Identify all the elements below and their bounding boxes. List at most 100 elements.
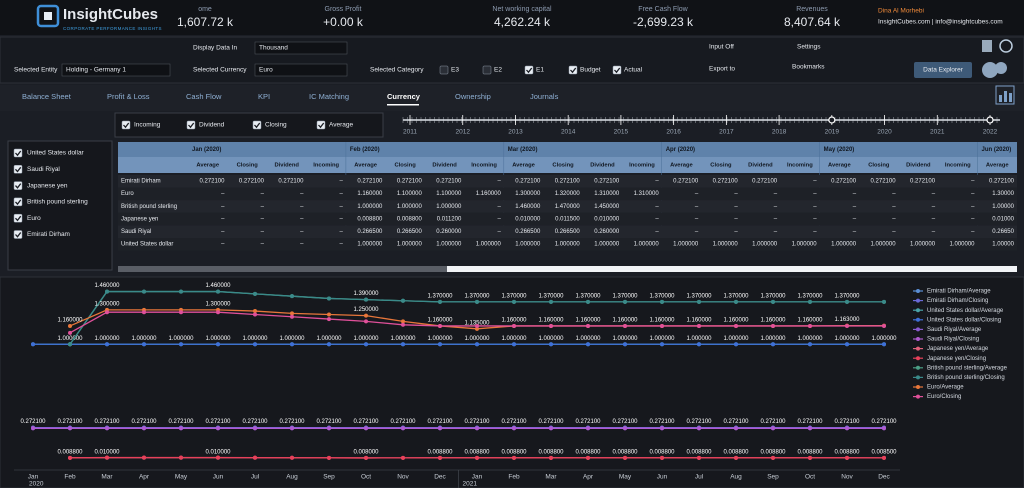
data-label: 1.000000 — [686, 336, 712, 342]
x-tick-label: Oct — [805, 474, 815, 481]
tab[interactable]: Journals — [530, 92, 559, 101]
timeline-handle[interactable] — [828, 116, 836, 124]
scrollbar-thumb[interactable] — [447, 266, 1017, 272]
currency-checkbox[interactable] — [13, 165, 23, 174]
tab[interactable]: Currency — [387, 92, 421, 101]
kpi-label: ome — [198, 6, 212, 13]
table-cell: 0.01000 — [992, 216, 1014, 222]
table-cell: – — [892, 204, 896, 210]
control-label: Selected Category — [370, 67, 424, 74]
data-point — [105, 310, 109, 315]
data-label: 1.370000 — [797, 293, 823, 299]
chart-panel — [0, 276, 1024, 488]
tab[interactable]: Ownership — [455, 92, 491, 101]
data-point — [808, 323, 812, 328]
data-label: 1.000000 — [427, 336, 453, 342]
data-point — [808, 455, 812, 460]
data-point — [290, 342, 294, 347]
table-cell: – — [813, 179, 817, 185]
tab[interactable]: Cash Flow — [186, 92, 222, 101]
measure-checkbox[interactable] — [186, 120, 196, 130]
legend-label: British pound sterling/Average — [927, 365, 1008, 371]
data-label: 0.272100 — [427, 419, 453, 425]
timeline-year: 2018 — [772, 129, 787, 136]
currency-checkbox[interactable] — [13, 230, 23, 239]
data-point — [697, 455, 701, 460]
category-label: E3 — [451, 67, 459, 74]
timeline-handle[interactable] — [986, 116, 994, 124]
table-cell: – — [932, 191, 936, 197]
measure-checkbox-tick — [188, 122, 195, 129]
timeline-year: 2022 — [983, 129, 998, 136]
x-tick-label: Dec — [878, 474, 890, 481]
table-row — [118, 238, 1017, 251]
data-point — [697, 426, 701, 431]
measure-checkbox[interactable] — [121, 120, 131, 130]
data-label: 0.010000 — [94, 449, 120, 455]
settings-link: Settings — [797, 44, 821, 51]
table-cell: 1.320000 — [555, 191, 581, 197]
category-checkbox[interactable] — [612, 65, 622, 75]
measure-checkbox[interactable] — [252, 120, 262, 130]
category-checkbox[interactable] — [524, 65, 534, 75]
data-point — [327, 342, 331, 347]
power-icon[interactable] — [999, 39, 1013, 53]
table-cell: – — [734, 216, 738, 222]
data-point — [438, 455, 442, 460]
data-point — [364, 342, 368, 347]
tab[interactable]: Profit & Loss — [107, 92, 150, 101]
table-cell: 0.260000 — [594, 229, 620, 235]
data-label: 0.272100 — [797, 419, 823, 425]
logo-tagline: CORPORATE PERFORMANCE INSIGHTS — [63, 26, 162, 31]
table-cell: – — [892, 216, 896, 222]
display-select[interactable] — [254, 41, 348, 55]
entity-select[interactable] — [61, 63, 171, 77]
data-point — [216, 426, 220, 431]
currency-checkbox[interactable] — [13, 213, 23, 223]
table-cell: – — [300, 191, 304, 197]
currency-checkbox[interactable] — [13, 197, 23, 207]
timeline-year: 2015 — [614, 129, 629, 136]
tab[interactable]: KPI — [258, 92, 270, 101]
data-label: 0.272100 — [612, 419, 638, 425]
data-label: 1.000000 — [353, 336, 379, 342]
bookmark-icon[interactable] — [982, 40, 992, 52]
currency-checkbox[interactable] — [13, 148, 23, 158]
data-label: 0.272100 — [131, 419, 157, 425]
chart-toggle-bar — [1009, 93, 1012, 102]
table-cell: – — [497, 204, 501, 210]
data-label: 1.460000 — [205, 283, 231, 289]
month-header: Feb (2020) — [350, 147, 380, 153]
data-point — [216, 455, 220, 460]
data-label: 0.272100 — [649, 419, 675, 425]
chart-toggle-icon[interactable] — [995, 85, 1015, 105]
legend-marker — [916, 298, 920, 303]
table-cell: 0.272100 — [199, 179, 225, 185]
category-checkbox[interactable] — [568, 65, 578, 75]
category-checkbox-tick — [526, 67, 533, 74]
table-row — [118, 225, 1017, 238]
cloud-icon[interactable] — [982, 62, 998, 78]
category-checkbox-tick — [614, 67, 621, 74]
tab[interactable]: IC Matching — [309, 92, 349, 101]
table-cell: – — [695, 204, 699, 210]
table-cell: 0.272100 — [673, 179, 699, 185]
legend-marker — [916, 337, 920, 341]
currency-select[interactable] — [254, 63, 348, 77]
data-point — [660, 426, 664, 431]
table-cell: – — [853, 229, 857, 235]
x-tick-label: Jun — [657, 474, 668, 481]
data-point — [438, 342, 442, 347]
measure-checkbox[interactable] — [316, 120, 326, 130]
category-checkbox[interactable] — [482, 65, 492, 75]
measure-checkbox-tick — [254, 122, 261, 129]
table-cell: – — [340, 179, 344, 185]
data-explorer-button[interactable] — [914, 62, 972, 78]
timeline-year: 2013 — [508, 129, 523, 136]
data-point — [401, 298, 405, 303]
tab[interactable]: Balance Sheet — [22, 92, 72, 101]
currency-checkbox[interactable] — [13, 181, 23, 190]
data-point — [512, 455, 516, 460]
category-checkbox[interactable] — [439, 65, 449, 75]
